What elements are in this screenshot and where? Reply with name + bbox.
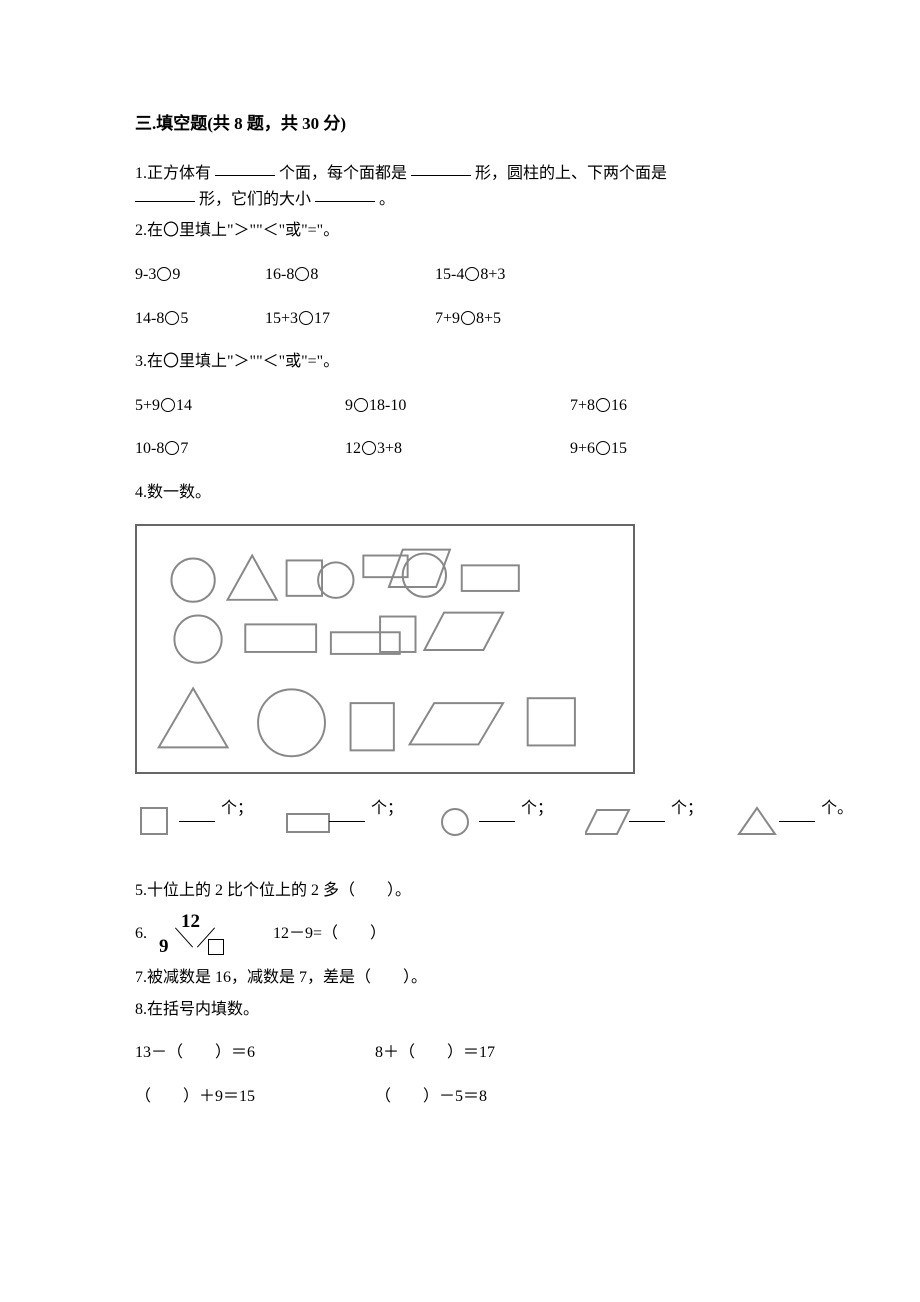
expr: 14 (176, 397, 192, 414)
circle-blank (354, 398, 368, 412)
q8-row2: （ ）＋9＝15 （ ）－5＝8 (135, 1084, 785, 1110)
expr: 9+6 (570, 440, 595, 457)
q6-expr: 12－9=（ ） (273, 921, 386, 947)
expr: 3+8 (377, 440, 402, 457)
nb-box-blank (208, 939, 224, 955)
expr: 5 (180, 310, 188, 327)
q8-expr: 8＋（ ）＝17 (375, 1040, 595, 1066)
question-4-title: 4.数一数。 (135, 480, 785, 506)
q1-text-4: 形，它们的大小 (199, 191, 311, 208)
question-1: 1.正方体有 个面，每个面都是 形，圆柱的上、下两个面是 形，它们的大小 。 (135, 161, 785, 212)
circle-blank (596, 441, 610, 455)
q2-row2: 14-8 5 15+3 17 7+9 8+5 (135, 306, 785, 332)
circle-blank (295, 267, 309, 281)
expr: 8+3 (480, 266, 505, 283)
q8-expr: 13－（ ）＝6 (135, 1040, 375, 1066)
expr: 8 (310, 266, 318, 283)
q1-text-2: 个面，每个面都是 (279, 165, 407, 182)
q1-text-1: 1.正方体有 (135, 165, 211, 182)
expr: 12 (345, 440, 361, 457)
q8-row1: 13－（ ）＝6 8＋（ ）＝17 (135, 1040, 785, 1066)
count-blank (629, 819, 665, 822)
expr: 14-8 (135, 310, 164, 327)
count-unit: 个； (371, 796, 403, 822)
number-bond-diagram: 12 9 (153, 909, 243, 959)
count-unit: 个； (671, 796, 703, 822)
expr: 7 (180, 440, 188, 457)
count-unit: 个。 (821, 796, 853, 822)
q8-expr: （ ）＋9＝15 (135, 1084, 375, 1110)
count-blank (479, 819, 515, 822)
count-item: 个； (285, 804, 403, 838)
q3-row1: 5+9 14 9 18-10 7+8 16 (135, 393, 785, 419)
q1-text-5: 。 (379, 191, 395, 208)
expr: 15 (611, 440, 627, 457)
blank (215, 160, 275, 176)
expr: 9-3 (135, 266, 156, 283)
expr: 9 (172, 266, 180, 283)
expr: 10-8 (135, 440, 164, 457)
count-blank (329, 819, 365, 822)
question-6: 6. 12 9 12－9=（ ） (135, 909, 785, 959)
expr: 5+9 (135, 397, 160, 414)
expr: 16-8 (265, 266, 294, 283)
expr: 18-10 (369, 397, 406, 414)
nb-top: 12 (181, 907, 200, 937)
question-5: 5.十位上的 2 比个位上的 2 多（ ）。 (135, 878, 785, 904)
expr: 7+8 (570, 397, 595, 414)
question-3-title: 3.在〇里填上"＞""＜"或"="。 (135, 349, 785, 375)
expr: 8+5 (476, 310, 501, 327)
expr: 9 (345, 397, 353, 414)
blank (411, 160, 471, 176)
count-row: 个；个；个；个；个。 (135, 804, 785, 838)
circle-blank (299, 311, 313, 325)
q1-text-3: 形，圆柱的上、下两个面是 (475, 165, 667, 182)
circle-blank (165, 311, 179, 325)
expr: 16 (611, 397, 627, 414)
circle-blank (362, 441, 376, 455)
count-item: 个； (135, 804, 253, 838)
nb-left: 9 (159, 932, 169, 962)
q8-expr: （ ）－5＝8 (375, 1084, 595, 1110)
expr: 7+9 (435, 310, 460, 327)
section-title: 三.填空题(共 8 题，共 30 分) (135, 110, 785, 137)
blank (135, 186, 195, 202)
question-7: 7.被减数是 16，减数是 7，差是（ ）。 (135, 965, 785, 991)
expr: 17 (314, 310, 330, 327)
q6-prefix: 6. (135, 921, 147, 947)
shapes-container (135, 524, 635, 774)
count-item: 个； (435, 804, 553, 838)
circle-blank (165, 441, 179, 455)
expr: 15-4 (435, 266, 464, 283)
count-item: 个； (585, 804, 703, 838)
count-unit: 个； (221, 796, 253, 822)
blank (315, 186, 375, 202)
circle-blank (157, 267, 171, 281)
circle-blank (596, 398, 610, 412)
count-unit: 个； (521, 796, 553, 822)
circle-blank (461, 311, 475, 325)
expr: 15+3 (265, 310, 298, 327)
circle-blank (465, 267, 479, 281)
q2-row1: 9-3 9 16-8 8 15-4 8+3 (135, 262, 785, 288)
count-item: 个。 (735, 804, 853, 838)
shapes-svg (137, 526, 633, 772)
question-8-title: 8.在括号内填数。 (135, 997, 785, 1023)
circle-blank (161, 398, 175, 412)
question-2-title: 2.在〇里填上"＞""＜"或"="。 (135, 218, 785, 244)
count-blank (179, 819, 215, 822)
q3-row2: 10-8 7 12 3+8 9+6 15 (135, 436, 785, 462)
count-blank (779, 819, 815, 822)
